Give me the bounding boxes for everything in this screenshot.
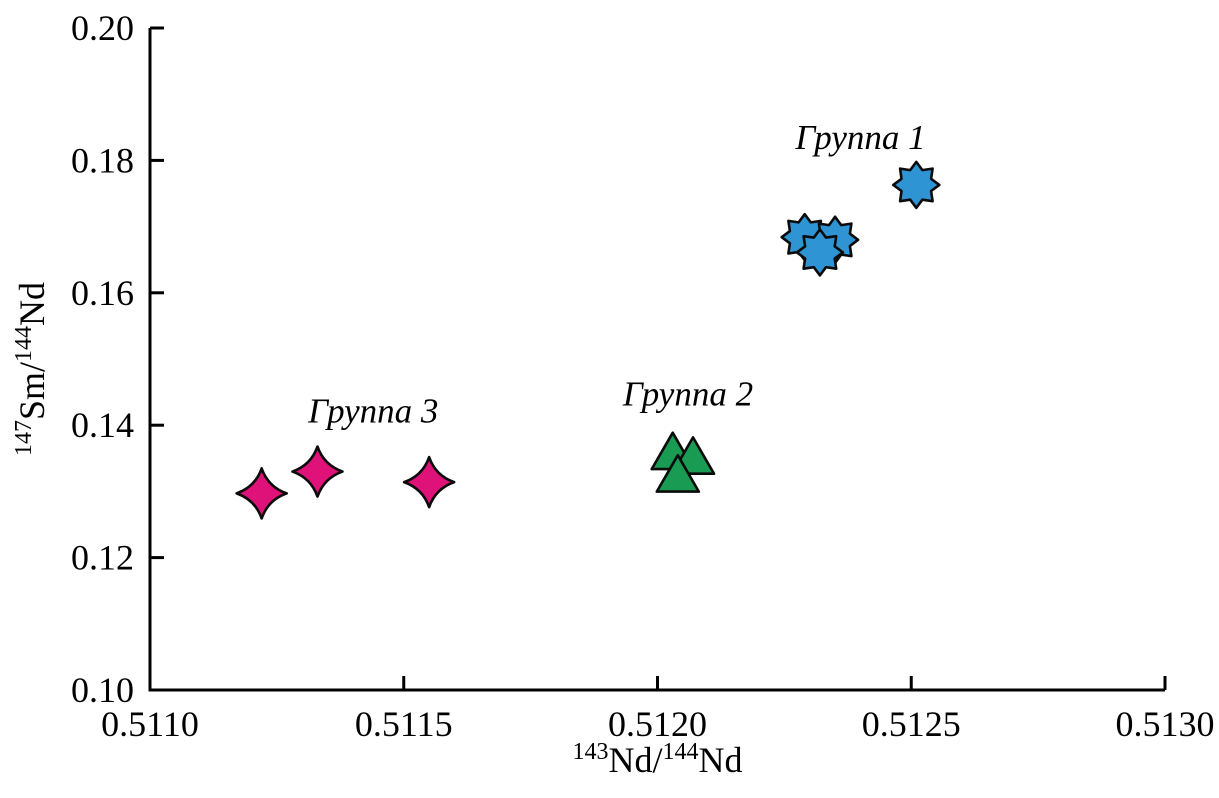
y-tick-label: 0.16	[71, 273, 134, 313]
y-tick-label: 0.10	[71, 670, 134, 710]
x-tick-label: 0.5115	[355, 704, 453, 744]
y-tick-label: 0.18	[71, 140, 134, 180]
x-axis-title: 143Nd/144Nd	[573, 739, 743, 780]
axes-frame	[148, 28, 1165, 692]
x-tick-label: 0.5110	[101, 704, 199, 744]
data-point-triangle	[655, 453, 701, 493]
x-tick-label: 0.5130	[1116, 704, 1215, 744]
data-point-star4	[235, 467, 288, 520]
y-axis-title: 147Sm/144Nd	[11, 282, 52, 456]
y-tick-label: 0.12	[71, 538, 134, 578]
data-point-star4	[402, 455, 456, 509]
x-tick-label: 0.5120	[608, 704, 707, 744]
series-label-2: Группа 2	[622, 374, 753, 413]
series-label-3: Группа 3	[307, 392, 438, 431]
y-tick-label: 0.14	[71, 405, 134, 445]
data-point-star4	[291, 445, 344, 498]
series-label-1: Группа 1	[794, 118, 925, 157]
data-point-star8	[795, 228, 845, 277]
x-tick-label: 0.5125	[862, 704, 961, 744]
data-point-star8	[891, 160, 941, 210]
y-tick-label: 0.20	[71, 8, 134, 48]
